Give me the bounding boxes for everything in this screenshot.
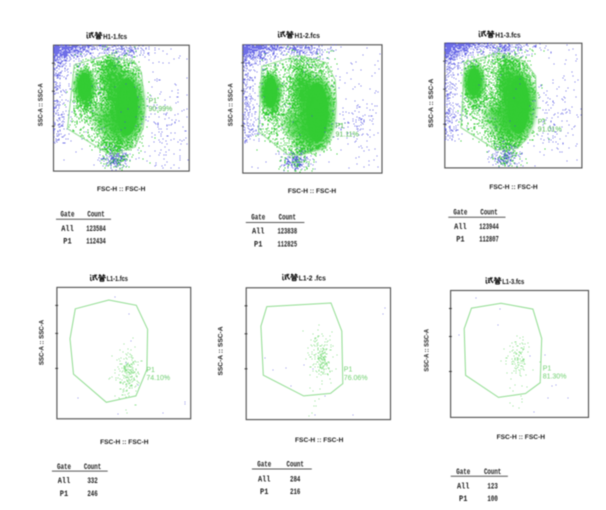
svg-text:P1: P1: [336, 123, 345, 130]
svg-text:Gate: Gate: [453, 209, 467, 218]
svg-text:SSC-A :: SSC-A: SSC-A :: SSC-A: [217, 326, 224, 375]
svg-text:Count: Count: [287, 461, 304, 470]
svg-text:P1: P1: [254, 241, 263, 250]
svg-text:H1-1.fcs: H1-1.fcs: [103, 33, 127, 40]
svg-text:SSC-A :: SSC-A: SSC-A :: SSC-A: [227, 83, 234, 126]
svg-text:SSC-A :: SSC-A: SSC-A :: SSC-A: [423, 328, 430, 371]
svg-text:L1-3.fcs: L1-3.fcs: [502, 279, 524, 287]
svg-text:L1-2 .fcs: L1-2 .fcs: [299, 275, 326, 282]
svg-text:FSC-H :: FSC-H: FSC-H :: FSC-H: [295, 437, 344, 444]
svg-text:All: All: [252, 228, 265, 237]
svg-text:284: 284: [290, 476, 300, 485]
svg-text:P1: P1: [538, 119, 547, 126]
svg-text:All: All: [58, 478, 71, 487]
svg-text:Count: Count: [484, 468, 501, 477]
svg-text:Gate: Gate: [57, 463, 71, 472]
svg-text:Gate: Gate: [456, 468, 470, 477]
svg-text:246: 246: [87, 490, 97, 499]
svg-text:P1: P1: [149, 98, 158, 105]
svg-text:91.11%: 91.11%: [336, 131, 359, 138]
svg-text:123838: 123838: [278, 228, 298, 237]
svg-text:Count: Count: [87, 211, 104, 220]
svg-text:81.30%: 81.30%: [543, 374, 567, 381]
svg-text:Count: Count: [84, 463, 101, 472]
svg-text:112825: 112825: [278, 241, 298, 250]
svg-text:All: All: [258, 476, 271, 485]
svg-text:P1: P1: [543, 365, 552, 372]
svg-text:Count: Count: [480, 209, 497, 218]
svg-text:74.10%: 74.10%: [146, 375, 170, 382]
svg-text:All: All: [457, 483, 470, 492]
svg-text:SSC-A :: SSC-A: SSC-A :: SSC-A: [38, 319, 45, 365]
svg-text:112807: 112807: [479, 236, 499, 245]
svg-text:P1: P1: [344, 367, 353, 374]
svg-text:76.06%: 76.06%: [344, 375, 368, 382]
svg-text:P1: P1: [63, 238, 72, 247]
svg-text:SSC-A :: SSC-A: SSC-A :: SSC-A: [428, 79, 435, 128]
svg-text:123584: 123584: [86, 225, 106, 234]
svg-text:P1: P1: [60, 490, 69, 499]
svg-text:L1-1.fcs: L1-1.fcs: [107, 276, 129, 284]
svg-text:332: 332: [87, 477, 97, 486]
svg-text:P1: P1: [459, 496, 468, 505]
svg-text:P1: P1: [456, 236, 465, 245]
svg-text:Gate: Gate: [251, 214, 265, 223]
svg-text:90.99%: 90.99%: [149, 106, 173, 113]
svg-text:P1: P1: [260, 489, 269, 498]
svg-text:112434: 112434: [86, 238, 106, 247]
svg-text:All: All: [61, 226, 74, 235]
svg-text:100: 100: [487, 495, 497, 504]
svg-text:FSC-H :: FSC-H: FSC-H :: FSC-H: [97, 186, 146, 193]
svg-text:123: 123: [487, 483, 497, 492]
svg-text:SSC-A :: SSC-A: SSC-A :: SSC-A: [37, 83, 44, 126]
svg-text:91.01%: 91.01%: [538, 126, 562, 133]
svg-text:Count: Count: [279, 214, 296, 223]
svg-text:H1-3.fcs: H1-3.fcs: [495, 32, 521, 39]
svg-text:H1-2.fcs: H1-2.fcs: [295, 33, 321, 40]
svg-text:123944: 123944: [479, 223, 499, 232]
svg-text:P1: P1: [146, 367, 155, 374]
svg-text:FSC-H :: FSC-H: FSC-H :: FSC-H: [288, 188, 337, 195]
svg-text:All: All: [454, 224, 467, 233]
svg-text:Gate: Gate: [60, 211, 74, 220]
svg-text:FSC-H :: FSC-H: FSC-H :: FSC-H: [497, 434, 546, 441]
svg-text:FSC-H :: FSC-H: FSC-H :: FSC-H: [489, 184, 538, 191]
svg-text:216: 216: [290, 488, 300, 497]
svg-text:FSC-H :: FSC-H: FSC-H :: FSC-H: [100, 439, 149, 446]
svg-text:Gate: Gate: [257, 461, 271, 470]
